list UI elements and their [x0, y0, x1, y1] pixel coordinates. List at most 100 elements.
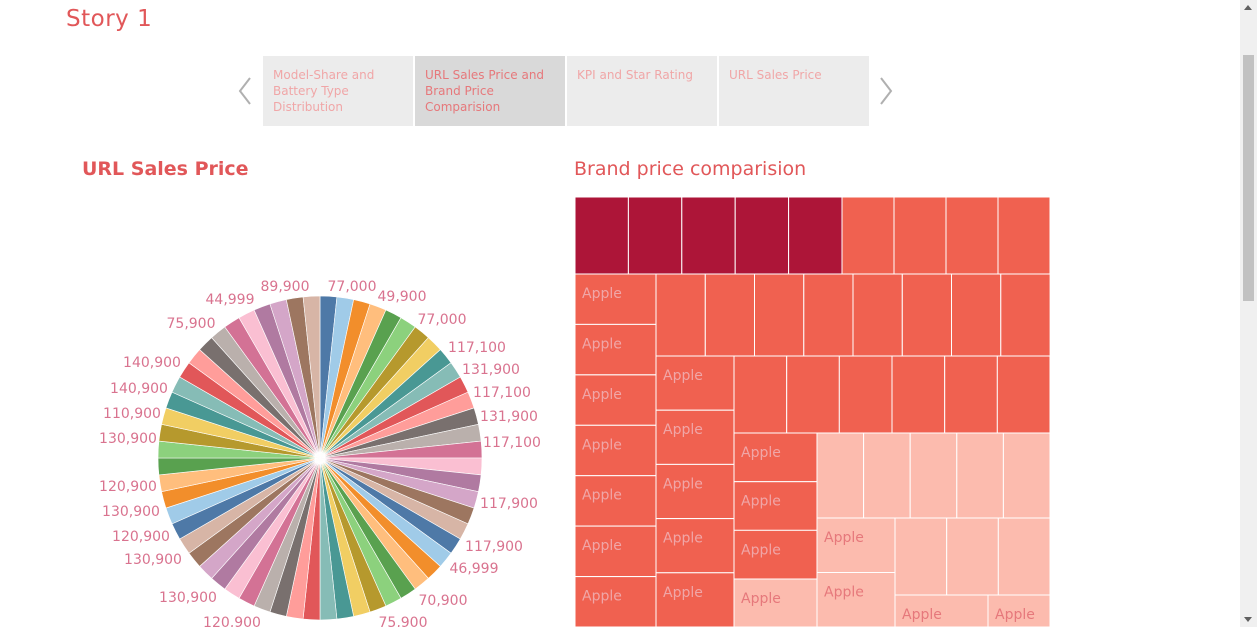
pie-labels: 89,900 77,00049,90077,000117,100131,90011… [99, 279, 541, 627]
pie-slice-label: 117,900 [480, 496, 538, 512]
treemap-tile-label: Apple [663, 422, 703, 438]
treemap-tile[interactable] [997, 196, 1051, 275]
treemap-tile[interactable] [655, 409, 735, 465]
treemap-tile-label: Apple [582, 538, 622, 554]
treemap-tile[interactable] [733, 578, 818, 627]
treemap-tile[interactable] [956, 432, 1004, 519]
tab-kpi-star-rating[interactable]: KPI and Star Rating [567, 56, 717, 126]
pie-slice-label: 130,900 [102, 504, 160, 520]
pie-slice-label: 130,900 [99, 431, 157, 447]
treemap-tile[interactable] [733, 432, 818, 483]
treemap-tile-label: Apple [741, 494, 781, 510]
chevron-right-icon [880, 77, 893, 105]
treemap-tile[interactable] [1000, 273, 1051, 357]
treemap-tile-label: Apple [582, 336, 622, 352]
pie-slice-label: 46,999 [450, 561, 499, 577]
treemap-tile[interactable] [893, 196, 947, 275]
pie-slice-label: 110,900 [103, 406, 161, 422]
treemap-tile[interactable] [788, 196, 843, 275]
treemap-tile-label: Apple [741, 542, 781, 558]
treemap-tile[interactable] [574, 323, 657, 376]
pie-slice-label: 75,900 [167, 316, 216, 332]
treemap-tile[interactable] [816, 432, 865, 519]
pie-slice-label: 117,100 [448, 340, 506, 356]
treemap-chart[interactable]: Apple Apple Apple Apple Apple Apple Apple Apple… [574, 196, 1051, 627]
treemap-tile[interactable] [838, 355, 893, 434]
treemap-tile[interactable] [655, 572, 735, 627]
treemap-tile-label: Apple [824, 530, 864, 546]
treemap-tile[interactable] [901, 273, 953, 357]
story-title: Story 1 [66, 6, 153, 32]
treemap-tile[interactable] [997, 517, 1051, 596]
treemap-tile[interactable] [655, 518, 735, 574]
treemap-tile[interactable] [996, 355, 1051, 434]
pie-chart-title: URL Sales Price [82, 158, 249, 180]
treemap-tile-label: Apple [995, 607, 1035, 623]
pie-slice-label: 75,900 [379, 615, 428, 627]
treemap-tile[interactable] [733, 355, 788, 434]
treemap-tile[interactable] [704, 273, 756, 357]
treemap-tile[interactable] [574, 196, 629, 275]
treemap-tile[interactable] [681, 196, 736, 275]
scrollbar-thumb[interactable] [1243, 55, 1254, 301]
chevron-left-icon [238, 77, 251, 105]
treemap-tile[interactable] [627, 196, 683, 275]
treemap-tile-label: Apple [663, 368, 703, 384]
pie-slice-label: 89,900 [261, 279, 310, 295]
treemap-tile[interactable] [803, 273, 854, 357]
pie-slice-label: 120,900 [99, 479, 157, 495]
treemap-tile[interactable] [786, 355, 840, 434]
treemap-tile-label: Apple [582, 488, 622, 504]
tab-model-share[interactable]: Model-Share and Battery Type Distributio… [263, 56, 413, 126]
treemap-tile[interactable] [894, 517, 948, 596]
treemap-tile[interactable] [987, 594, 1051, 627]
treemap-tile[interactable] [574, 374, 657, 426]
treemap-tile[interactable] [909, 432, 958, 519]
tab-url-sales-brand-price[interactable]: URL Sales Price and Brand Price Comparis… [415, 56, 565, 126]
pie-slice-label: 117,900 [465, 539, 523, 555]
treemap-tile-label: Apple [824, 585, 864, 601]
treemap-tile[interactable] [733, 481, 818, 531]
prev-story-point-button[interactable] [237, 76, 253, 106]
next-story-point-button[interactable] [878, 76, 894, 106]
pie-slice-label: 49,900 [378, 289, 427, 305]
pie-slice-label: 120,900 [203, 615, 261, 627]
pie-slice-label: 44,999 [206, 292, 255, 308]
pie-slice-label: 117,100 [473, 385, 531, 401]
scroll-down-arrow-icon[interactable] [1244, 617, 1252, 622]
pie-chart[interactable] [157, 295, 483, 621]
tab-url-sales-price[interactable]: URL Sales Price [719, 56, 869, 126]
pie-slice-label: 120,900 [112, 529, 170, 545]
treemap-tile-label: Apple [582, 387, 622, 403]
vertical-scrollbar[interactable] [1240, 0, 1257, 627]
treemap-tile[interactable] [841, 196, 895, 275]
pie-slice-label: 131,900 [462, 362, 520, 378]
treemap-tile[interactable] [945, 196, 999, 275]
pie-slice-label: 140,900 [123, 355, 181, 371]
pie-slice-label: 77,000 [418, 312, 467, 328]
treemap-tile[interactable] [1002, 432, 1051, 519]
treemap-tile[interactable] [852, 273, 903, 357]
treemap-tile[interactable] [574, 525, 657, 577]
treemap-tile[interactable] [574, 273, 657, 325]
treemap-tile[interactable] [863, 432, 911, 519]
treemap-tile-label: Apple [741, 445, 781, 461]
treemap-tile[interactable] [734, 196, 790, 275]
pie-slice[interactable] [302, 295, 321, 459]
treemap-tile-label: Apple [582, 286, 622, 302]
scroll-up-arrow-icon[interactable] [1244, 5, 1252, 10]
treemap-tile-label: Apple [741, 591, 781, 607]
pie-slice-label: 77,000 [328, 279, 377, 295]
treemap-tile[interactable] [655, 273, 706, 357]
pie-slice-label: 130,900 [124, 552, 182, 568]
pie-slice-label: 70,900 [419, 593, 468, 609]
treemap-tile[interactable] [891, 355, 946, 434]
treemap-tile[interactable] [574, 576, 657, 627]
treemap-tile[interactable] [946, 517, 999, 596]
treemap-tile-label: Apple [663, 585, 703, 601]
treemap-tile[interactable] [944, 355, 998, 434]
treemap-tile[interactable] [754, 273, 805, 357]
treemap-tile[interactable] [951, 273, 1002, 357]
treemap-tile[interactable] [816, 572, 896, 627]
treemap-title: Brand price comparision [574, 158, 807, 180]
